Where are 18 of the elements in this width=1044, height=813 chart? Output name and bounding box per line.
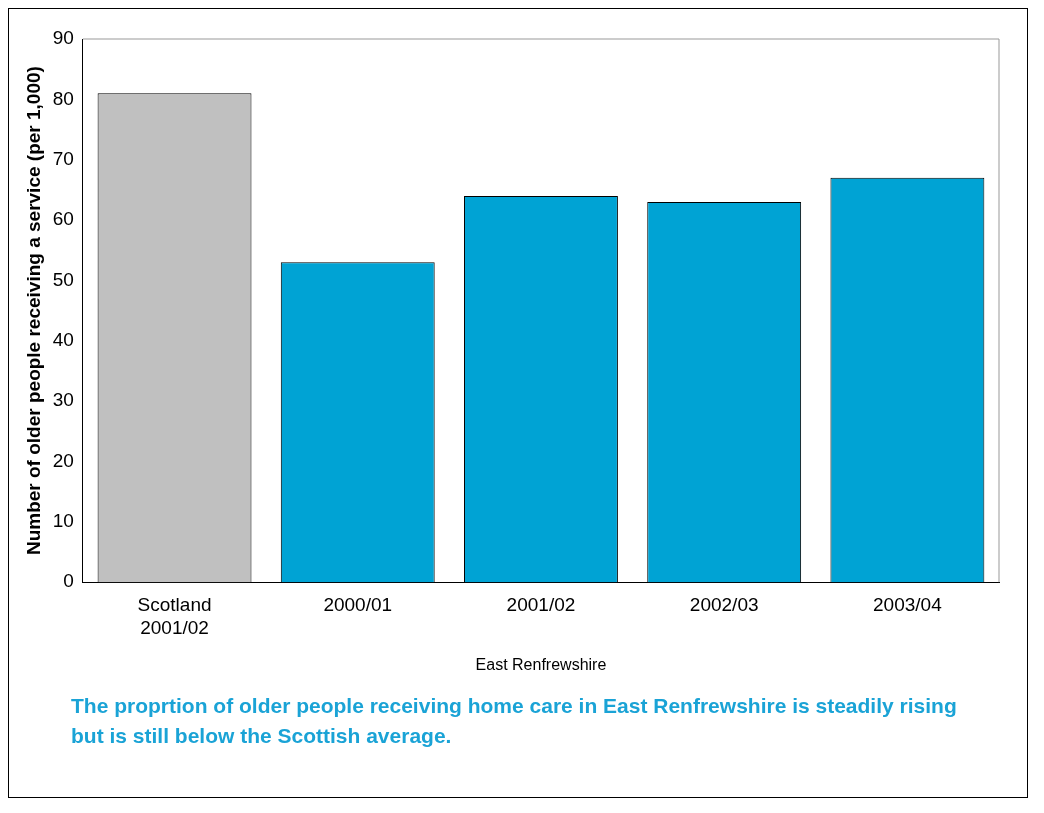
x-tick-label: 2000/01 [323, 593, 393, 615]
y-tick-label: 20 [52, 449, 74, 471]
x-tick-label: Scotland 2001/02 [137, 593, 212, 638]
y-tick-label: 30 [52, 389, 74, 411]
y-tick-label: 10 [52, 510, 74, 532]
x-tick-label: 2003/04 [873, 593, 943, 615]
y-tick-label: 80 [52, 87, 74, 109]
x-tick-label: 2002/03 [689, 593, 759, 615]
x-axis-title: East Renfrewshire [475, 655, 607, 673]
y-tick-label: 90 [52, 27, 74, 49]
y-tick-label: 50 [52, 268, 74, 290]
y-axis-title: Number of older people receiving a service (per 1,000) [22, 66, 44, 556]
text: The proprtion of older people receiving home care in East Renfrewshire is steadily rising but is still below the Scottish average. [71, 693, 958, 750]
y-tick-label: 40 [52, 329, 74, 351]
x-tick-label: 2001/02 [506, 593, 576, 615]
y-tick-label: 60 [52, 208, 74, 230]
y-tick-label: 0 [63, 570, 74, 592]
y-tick-label: 70 [52, 147, 74, 169]
